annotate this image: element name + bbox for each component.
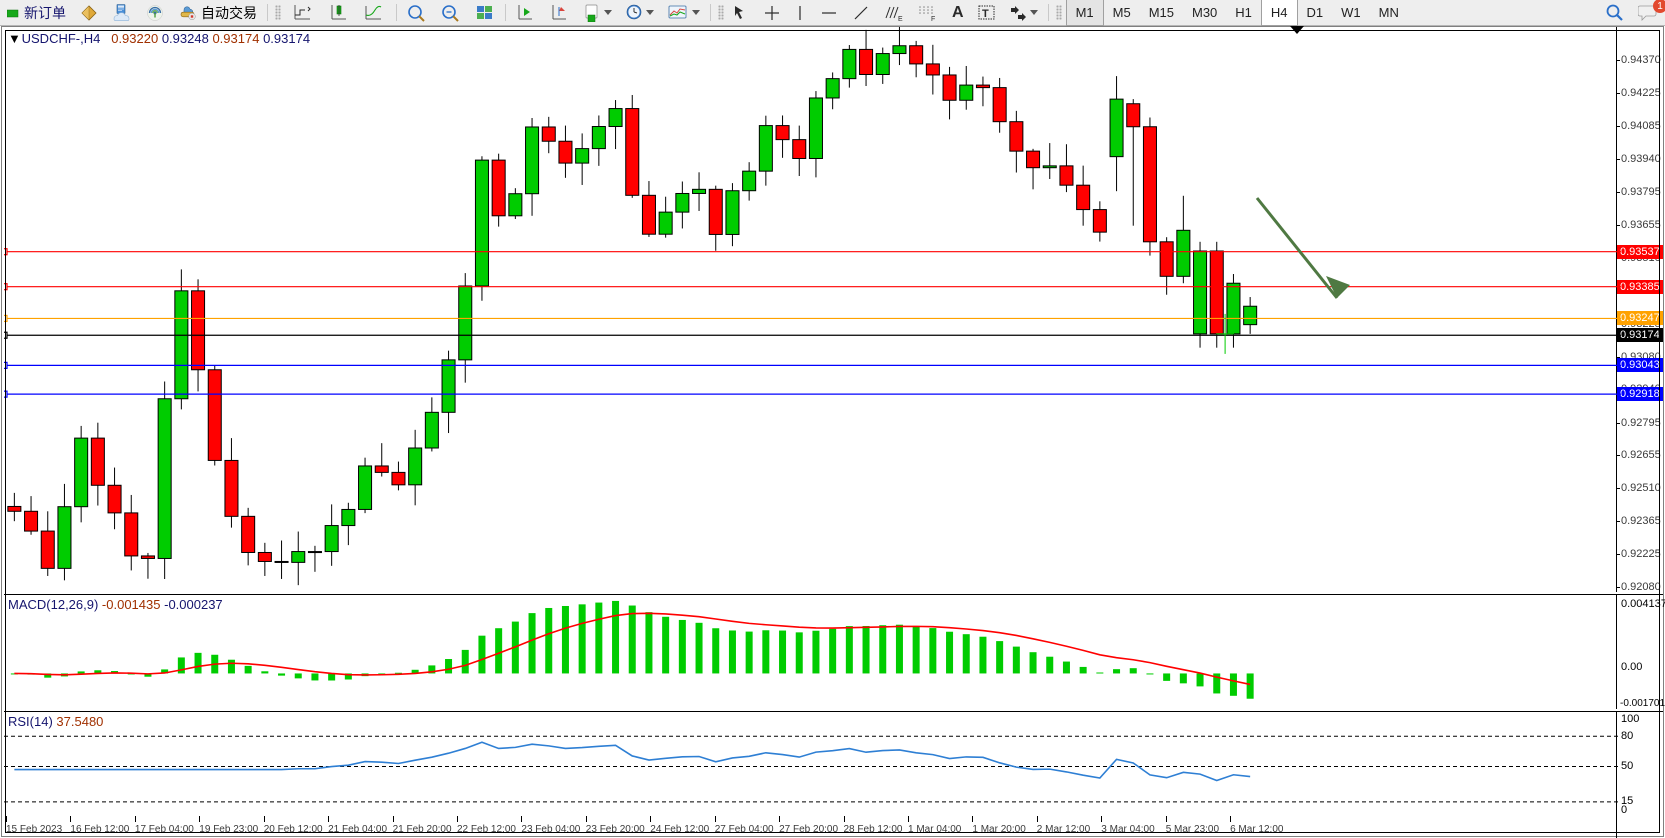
svg-text:F: F (931, 16, 935, 21)
svg-text:E: E (898, 16, 903, 21)
svg-text:T: T (982, 8, 989, 20)
